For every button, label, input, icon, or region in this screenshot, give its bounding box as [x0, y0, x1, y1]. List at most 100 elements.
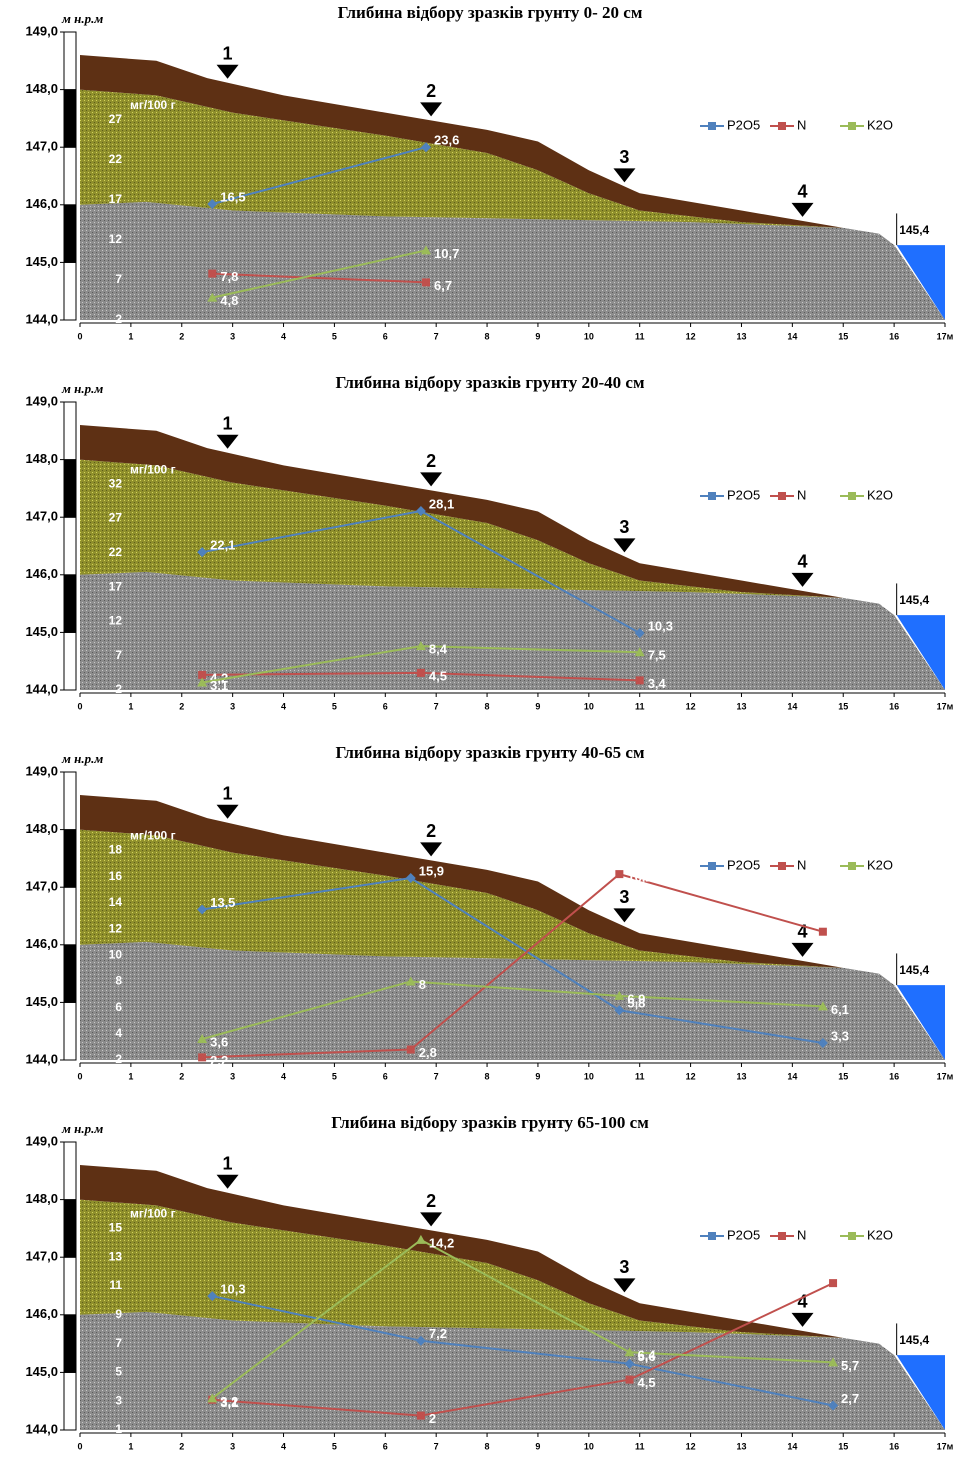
y-tick-label: 149,0: [25, 393, 58, 408]
data-label: 3,1: [210, 678, 228, 693]
chart-title: Глибина відбору зразків грунту 20-40 см: [335, 373, 644, 392]
y2-tick-label: 10: [109, 947, 123, 961]
sample-marker-label: 1: [223, 783, 233, 803]
x-tick-label: 2: [179, 1071, 184, 1081]
x-tick-label: 10: [584, 701, 594, 711]
y-tick-label: 147,0: [25, 1249, 58, 1264]
scale-bar: [64, 262, 76, 320]
y-tick-label: 144,0: [25, 311, 58, 326]
y2-tick-label: 11: [109, 1278, 122, 1292]
x-tick-label: 4: [281, 331, 286, 341]
sample-marker-label: 2: [426, 1191, 436, 1211]
sample-marker: [613, 538, 635, 552]
scale-bar: [64, 1200, 76, 1258]
x-tick-label: 3: [230, 1441, 235, 1451]
x-tick-label: 11: [635, 331, 645, 341]
x-tick-label: 14: [787, 1441, 797, 1451]
y-tick-label: 145,0: [25, 624, 58, 639]
data-label: 8: [419, 977, 426, 992]
x-tick-label: 14: [787, 331, 797, 341]
sample-marker: [420, 102, 442, 116]
x-tick-label: 13: [736, 1441, 746, 1451]
sample-marker-label: 2: [426, 821, 436, 841]
y-axis-label: м н.р.м: [61, 11, 103, 26]
data-label: 6,7: [434, 278, 452, 293]
scale-bar: [64, 632, 76, 690]
x-tick-label: 2: [179, 1441, 184, 1451]
y2-tick-label: 5: [115, 1365, 122, 1379]
y2-tick-label: 12: [109, 614, 123, 628]
x-tick-label: 15: [838, 1071, 848, 1081]
x-tick-label: 15: [838, 1441, 848, 1451]
soil-gray: [80, 1312, 945, 1430]
x-tick-label: 5: [332, 331, 337, 341]
sample-marker: [420, 1212, 442, 1226]
data-point: [417, 669, 425, 677]
data-label: 14,2: [429, 1235, 454, 1250]
x-tick-label: 1: [128, 1441, 133, 1451]
sample-marker: [792, 573, 814, 587]
data-label: 2,2: [210, 1053, 228, 1068]
x-tick-label: 7: [434, 1071, 439, 1081]
legend-label: N: [797, 857, 806, 872]
data-label: 23,6: [434, 133, 459, 148]
x-tick-label: 10: [584, 331, 594, 341]
y-tick-label: 146,0: [25, 1306, 58, 1321]
data-point: [407, 1046, 415, 1054]
y2-tick-label: 6: [115, 1000, 122, 1014]
legend-label: K2O: [867, 117, 893, 132]
data-point: [626, 1376, 634, 1384]
x-tick-label: 17м: [937, 1441, 954, 1451]
x-tick-label: 0: [77, 1441, 82, 1451]
data-label: 7,2: [429, 1326, 447, 1341]
y2-tick-label: 18: [109, 843, 123, 857]
x-tick-label: 6: [383, 1071, 388, 1081]
scale-bar: [64, 90, 76, 148]
data-label: 6,9: [627, 991, 645, 1006]
data-label: 11,2: [841, 1279, 866, 1294]
y2-tick-label: 16: [109, 869, 123, 883]
data-label: 8,4: [429, 642, 448, 657]
x-tick-label: 8: [485, 1071, 490, 1081]
y-tick-label: 145,0: [25, 994, 58, 1009]
y2-tick-label: 13: [109, 1249, 123, 1263]
x-tick-label: 5: [332, 1441, 337, 1451]
data-point: [819, 928, 827, 936]
x-tick-label: 14: [787, 1071, 797, 1081]
scale-bar: [64, 830, 76, 888]
scale-bar: [64, 772, 76, 830]
legend-marker: [778, 492, 786, 500]
x-tick-label: 16: [889, 701, 899, 711]
y2-tick-label: 32: [109, 476, 123, 490]
scale-bar: [64, 402, 76, 460]
legend-label: P2O5: [727, 487, 760, 502]
data-point: [208, 270, 216, 278]
y2-tick-label: 2: [115, 682, 122, 696]
y-tick-label: 144,0: [25, 1051, 58, 1066]
y-tick-label: 146,0: [25, 936, 58, 951]
y2-tick-label: 14: [109, 895, 123, 909]
x-tick-label: 6: [383, 1441, 388, 1451]
data-point: [198, 1053, 206, 1061]
x-tick-label: 10: [584, 1071, 594, 1081]
sample-marker-label: 3: [619, 517, 629, 537]
sample-marker: [613, 1278, 635, 1292]
y2-tick-label: 7: [115, 272, 122, 286]
x-tick-label: 17м: [937, 701, 954, 711]
y2-tick-label: 27: [109, 112, 123, 126]
y-tick-label: 149,0: [25, 1133, 58, 1148]
water-level-label: 145,4: [899, 963, 929, 977]
sample-marker: [217, 1175, 239, 1189]
data-label: 15,9: [419, 863, 444, 878]
data-label: 3,4: [648, 676, 667, 691]
legend-marker: [708, 492, 716, 500]
sample-marker-label: 2: [426, 451, 436, 471]
data-label: 4,5: [638, 1375, 656, 1390]
x-tick-label: 13: [736, 1071, 746, 1081]
x-tick-label: 12: [686, 1071, 696, 1081]
data-label: 28,1: [429, 496, 454, 511]
x-tick-label: 1: [128, 1071, 133, 1081]
data-label: 13,5: [210, 895, 235, 910]
legend-marker: [848, 492, 856, 500]
data-label: 7,8: [220, 269, 238, 284]
